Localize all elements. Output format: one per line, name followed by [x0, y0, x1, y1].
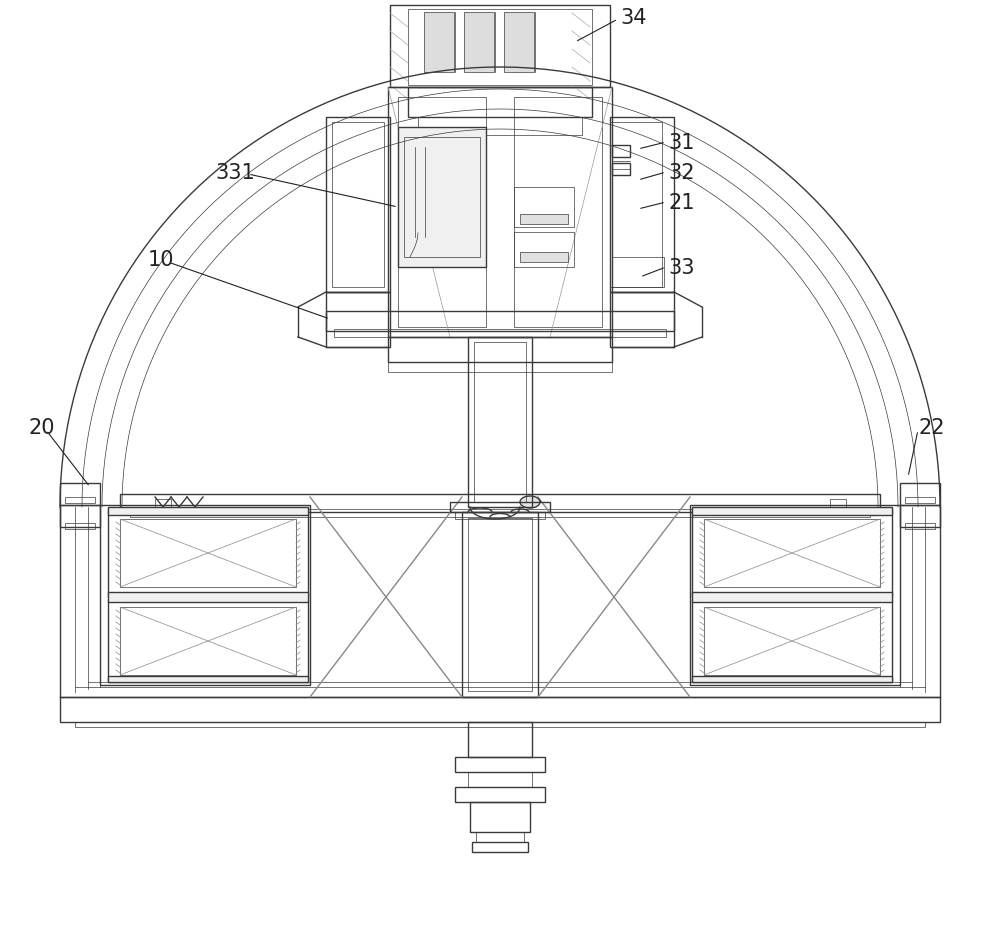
Bar [130, 510, 870, 517]
Bar [476, 832, 524, 842]
Bar [388, 362, 612, 373]
Bar [830, 500, 846, 510]
Bar [472, 842, 528, 852]
Bar [408, 10, 592, 86]
Bar [455, 757, 545, 772]
Bar [424, 13, 454, 73]
Bar [390, 6, 610, 88]
Bar [692, 677, 892, 682]
Text: 32: 32 [668, 163, 694, 183]
Bar [398, 128, 486, 268]
Bar [60, 505, 100, 527]
Text: 33: 33 [668, 258, 694, 278]
Bar [60, 484, 100, 505]
Bar [120, 607, 296, 675]
Bar [504, 13, 534, 73]
Bar [108, 507, 308, 515]
Bar [462, 513, 538, 697]
Bar [100, 505, 310, 685]
Bar [474, 343, 526, 502]
Bar [408, 88, 592, 118]
Text: 22: 22 [918, 417, 944, 438]
Bar [514, 188, 574, 228]
Bar [692, 507, 892, 515]
Bar [514, 98, 602, 327]
Text: 10: 10 [148, 249, 175, 270]
Bar [108, 601, 308, 682]
Bar [610, 123, 662, 287]
Bar [108, 510, 308, 597]
Text: 20: 20 [28, 417, 55, 438]
Bar [326, 311, 674, 332]
Bar [692, 592, 892, 603]
Bar [514, 233, 574, 268]
Bar [610, 293, 674, 348]
Polygon shape [520, 497, 540, 508]
Bar [155, 500, 171, 510]
Bar [75, 722, 925, 727]
Bar [60, 697, 940, 722]
Bar [332, 123, 384, 287]
Bar [334, 330, 666, 337]
Bar [692, 510, 892, 597]
Bar [388, 337, 612, 362]
Bar [610, 118, 674, 293]
Bar [900, 484, 940, 505]
Bar [612, 146, 630, 158]
Bar [520, 215, 568, 224]
Bar [418, 118, 582, 136]
Bar [704, 519, 880, 588]
Bar [450, 502, 550, 513]
Text: 21: 21 [668, 193, 694, 213]
Text: 331: 331 [215, 163, 255, 183]
Bar [905, 498, 935, 503]
Bar [455, 787, 545, 802]
Bar [120, 519, 296, 588]
Bar [520, 253, 568, 262]
Bar [468, 337, 532, 507]
Bar [905, 524, 935, 529]
Text: 34: 34 [620, 8, 646, 28]
Bar [326, 293, 390, 348]
Bar [108, 592, 308, 603]
Bar [468, 518, 532, 692]
Bar [704, 607, 880, 675]
Bar [464, 13, 494, 73]
Bar [388, 88, 612, 337]
Bar [612, 258, 664, 287]
Bar [468, 722, 532, 757]
Bar [108, 677, 308, 682]
Bar [612, 164, 630, 176]
Bar [455, 513, 545, 519]
Bar [120, 494, 880, 513]
Bar [468, 772, 532, 787]
Bar [326, 118, 390, 293]
Bar [398, 98, 486, 327]
Bar [470, 802, 530, 832]
Bar [690, 505, 900, 685]
Text: 31: 31 [668, 133, 694, 153]
Bar [900, 505, 940, 527]
Bar [65, 498, 95, 503]
Bar [404, 138, 480, 258]
Bar [65, 524, 95, 529]
Bar [692, 601, 892, 682]
